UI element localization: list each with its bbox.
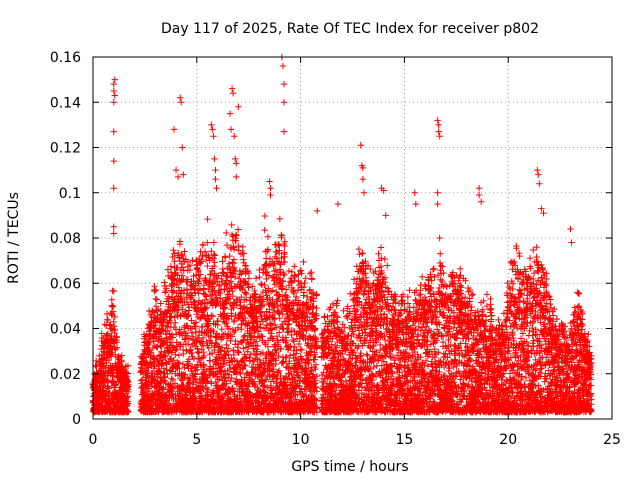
data-point — [123, 373, 130, 380]
data-point — [163, 285, 170, 292]
data-point — [167, 355, 175, 363]
data-point — [161, 289, 169, 296]
data-point — [112, 381, 119, 389]
data-point — [110, 372, 117, 380]
data-point — [162, 334, 170, 342]
data-point — [172, 319, 179, 326]
data-point — [159, 340, 167, 348]
data-point — [108, 303, 116, 311]
data-point — [109, 308, 117, 315]
data-point — [172, 351, 179, 358]
data-point — [104, 316, 112, 324]
data-point — [169, 253, 176, 261]
data-point — [103, 377, 110, 384]
data-point — [164, 370, 171, 378]
data-point — [165, 348, 172, 355]
data-point — [155, 361, 162, 368]
data-point — [171, 257, 178, 265]
data-point — [151, 288, 158, 295]
data-point — [118, 357, 125, 364]
data-point — [166, 355, 174, 362]
data-point — [172, 330, 180, 338]
data-point — [103, 359, 110, 367]
data-point — [103, 331, 111, 339]
data-point — [152, 295, 159, 303]
data-point — [105, 385, 113, 392]
data-point — [168, 375, 175, 382]
data-point — [168, 331, 176, 338]
data-point — [153, 316, 160, 324]
data-point — [110, 318, 117, 326]
data-point — [124, 401, 131, 409]
data-point — [174, 264, 181, 272]
data-points — [89, 53, 595, 416]
data-point — [165, 298, 173, 305]
data-point — [125, 381, 132, 388]
data-point — [160, 318, 168, 326]
data-point — [175, 360, 183, 367]
data-point — [153, 307, 160, 314]
data-point — [164, 327, 172, 335]
data-point — [146, 331, 154, 339]
data-point — [153, 296, 160, 303]
data-point — [157, 300, 164, 307]
data-point — [96, 352, 103, 360]
data-point — [111, 313, 118, 321]
data-point — [149, 369, 156, 377]
data-point — [169, 376, 177, 383]
data-point — [168, 368, 176, 375]
data-point — [110, 288, 117, 295]
data-point — [124, 407, 131, 414]
data-point — [170, 357, 177, 364]
data-point — [111, 326, 119, 334]
data-point — [154, 344, 161, 351]
data-point — [151, 363, 158, 370]
data-point — [107, 353, 115, 360]
data-point — [108, 296, 116, 303]
data-point — [162, 353, 169, 360]
data-point — [156, 368, 164, 375]
data-point — [125, 388, 132, 396]
data-point — [156, 384, 163, 392]
data-point — [167, 263, 175, 270]
data-point — [102, 354, 110, 361]
data-point — [157, 307, 165, 315]
data-point — [175, 352, 183, 359]
data-point — [171, 250, 178, 257]
data-point — [113, 344, 121, 351]
data-point — [105, 356, 113, 364]
data-point — [124, 398, 132, 405]
data-point — [124, 362, 132, 369]
data-point — [146, 346, 153, 353]
data-point — [170, 247, 177, 254]
data-point — [176, 238, 184, 245]
data-point — [167, 338, 175, 346]
data-point — [138, 376, 146, 383]
data-point — [109, 303, 117, 310]
data-point — [163, 366, 170, 374]
data-point — [160, 384, 167, 391]
data-point — [175, 249, 182, 257]
data-point — [109, 287, 116, 294]
data-point — [144, 381, 151, 388]
data-point — [176, 326, 183, 333]
data-point — [124, 408, 132, 416]
data-point — [169, 384, 177, 391]
data-point — [111, 380, 118, 388]
data-point — [113, 334, 121, 341]
data-point — [161, 374, 169, 381]
data-point — [108, 312, 116, 319]
data-point — [152, 286, 160, 294]
data-point — [168, 313, 175, 320]
data-point — [154, 312, 161, 320]
data-point — [106, 322, 113, 329]
data-point — [147, 349, 155, 356]
data-point — [169, 334, 177, 341]
data-point — [174, 358, 181, 366]
data-point — [112, 346, 119, 353]
data-point — [124, 370, 132, 377]
data-point — [169, 289, 176, 296]
